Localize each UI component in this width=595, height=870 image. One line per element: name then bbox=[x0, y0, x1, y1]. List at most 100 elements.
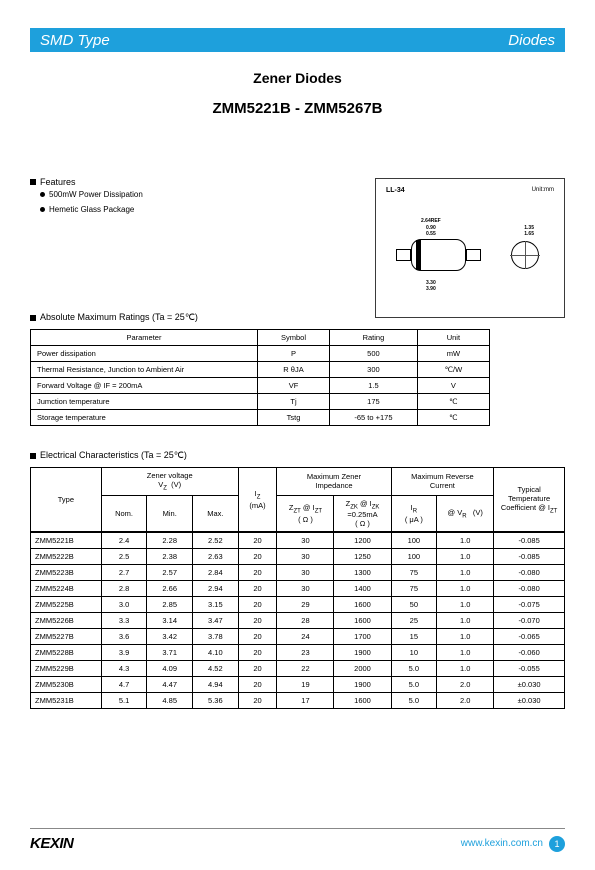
table-cell: 175 bbox=[330, 394, 418, 410]
table-cell: 1600 bbox=[334, 693, 391, 709]
table-row: ZMM5222B2.52.382.63203012501001.0-0.085 bbox=[31, 549, 565, 565]
table-cell: 4.7 bbox=[101, 677, 147, 693]
table-cell: 3.47 bbox=[193, 613, 239, 629]
table-cell: 1600 bbox=[334, 613, 391, 629]
table-cell: -0.080 bbox=[494, 581, 565, 597]
table-cell: 500 bbox=[330, 346, 418, 362]
features-heading-text: Features bbox=[40, 177, 76, 187]
square-bullet-icon bbox=[30, 453, 36, 459]
col-header: @ VR (V) bbox=[437, 495, 494, 532]
dim-text: 3.90 bbox=[426, 286, 436, 292]
table-cell: -0.065 bbox=[494, 629, 565, 645]
brand-logo: KEXIN bbox=[30, 835, 73, 852]
header-left: SMD Type bbox=[40, 32, 110, 49]
table-cell: 1.0 bbox=[437, 533, 494, 549]
table-cell: 75 bbox=[391, 565, 437, 581]
table-cell: -0.070 bbox=[494, 613, 565, 629]
website-url[interactable]: www.kexin.com.cn bbox=[461, 838, 543, 849]
table-cell: V bbox=[417, 378, 489, 394]
table-cell: 3.9 bbox=[101, 645, 147, 661]
dim-text: 1.65 bbox=[524, 231, 534, 237]
table-cell: 2.57 bbox=[147, 565, 193, 581]
table-subheader-row: Nom. Min. Max. ZZT @ IZT( Ω ) ZZK @ IZK=… bbox=[31, 495, 565, 532]
page-number: 1 bbox=[549, 836, 565, 852]
table-row: ZMM5230B4.74.474.94201919005.02.0±0.030 bbox=[31, 677, 565, 693]
table-cell: 24 bbox=[277, 629, 334, 645]
table-cell: 20 bbox=[238, 661, 277, 677]
table-cell: ZMM5228B bbox=[31, 645, 102, 661]
table-cell: 75 bbox=[391, 581, 437, 597]
table-cell: 20 bbox=[238, 565, 277, 581]
table-cell: 20 bbox=[238, 677, 277, 693]
elec-heading: Electrical Characteristics (Ta = 25℃) bbox=[30, 450, 565, 461]
col-header: Parameter bbox=[31, 330, 258, 346]
table-cell: ZMM5223B bbox=[31, 565, 102, 581]
abs-max-heading-text: Absolute Maximum Ratings (Ta = 25℃) bbox=[40, 312, 198, 323]
table-cell: 15 bbox=[391, 629, 437, 645]
dim-text: 2.64REF bbox=[421, 218, 441, 224]
table-cell: 2.0 bbox=[437, 693, 494, 709]
table-cell: 1200 bbox=[334, 533, 391, 549]
table-cell: ±0.030 bbox=[494, 693, 565, 709]
table-cell: 1.0 bbox=[437, 549, 494, 565]
table-cell: 4.09 bbox=[147, 661, 193, 677]
col-header: ZZK @ IZK=0.25mA( Ω ) bbox=[334, 495, 391, 532]
col-header: Zener voltageVZ (V) bbox=[101, 468, 238, 496]
table-cell: 28 bbox=[277, 613, 334, 629]
table-row: ZMM5224B2.82.662.9420301400751.0-0.080 bbox=[31, 581, 565, 597]
table-cell: 50 bbox=[391, 597, 437, 613]
table-row: ZMM5223B2.72.572.8420301300751.0-0.080 bbox=[31, 565, 565, 581]
table-cell: 2.28 bbox=[147, 533, 193, 549]
table-cell: 30 bbox=[277, 533, 334, 549]
table-cell: 3.14 bbox=[147, 613, 193, 629]
header-bar: SMD Type Diodes bbox=[30, 28, 565, 52]
table-cell: 20 bbox=[238, 629, 277, 645]
table-row: Jumction temperatureTj175℃ bbox=[31, 394, 490, 410]
col-header: Maximum ReverseCurrent bbox=[391, 468, 494, 496]
page-footer: KEXIN www.kexin.com.cn 1 bbox=[30, 828, 565, 852]
table-cell: 5.0 bbox=[391, 661, 437, 677]
table-cell: Storage temperature bbox=[31, 410, 258, 426]
col-header: IR( μA ) bbox=[391, 495, 437, 532]
footer-right: www.kexin.com.cn 1 bbox=[461, 836, 565, 852]
table-cell: ZMM5224B bbox=[31, 581, 102, 597]
table-cell: 17 bbox=[277, 693, 334, 709]
table-row: Power dissipationP500mW bbox=[31, 346, 490, 362]
table-cell: Thermal Resistance, Junction to Ambient … bbox=[31, 362, 258, 378]
table-header-row: Parameter Symbol Rating Unit bbox=[31, 330, 490, 346]
table-cell: 100 bbox=[391, 549, 437, 565]
package-lead-right bbox=[466, 249, 481, 261]
table-row: ZMM5231B5.14.855.36201716005.02.0±0.030 bbox=[31, 693, 565, 709]
feature-text: 500mW Power Dissipation bbox=[49, 190, 143, 199]
elec-heading-text: Electrical Characteristics (Ta = 25℃) bbox=[40, 450, 187, 461]
table-cell: 4.47 bbox=[147, 677, 193, 693]
table-cell: 3.0 bbox=[101, 597, 147, 613]
table-cell: Tj bbox=[257, 394, 329, 410]
table-cell: -0.060 bbox=[494, 645, 565, 661]
table-row: ZMM5226B3.33.143.4720281600251.0-0.070 bbox=[31, 613, 565, 629]
bullet-icon bbox=[40, 192, 45, 197]
col-header: Type bbox=[31, 468, 102, 532]
bullet-icon bbox=[40, 207, 45, 212]
table-cell: 5.0 bbox=[391, 693, 437, 709]
table-cell: 2.66 bbox=[147, 581, 193, 597]
table-cell: 4.52 bbox=[193, 661, 239, 677]
table-cell: 5.1 bbox=[101, 693, 147, 709]
table-cell: 3.71 bbox=[147, 645, 193, 661]
col-header: Max. bbox=[193, 495, 239, 532]
table-cell: 5.36 bbox=[193, 693, 239, 709]
table-cell: ℃/W bbox=[417, 362, 489, 378]
part-range: ZMM5221B - ZMM5267B bbox=[0, 100, 595, 117]
table-cell: ZMM5222B bbox=[31, 549, 102, 565]
package-unit: Unit:mm bbox=[532, 187, 554, 193]
package-lead-left bbox=[396, 249, 411, 261]
table-cell: 2.5 bbox=[101, 549, 147, 565]
table-cell: ZMM5231B bbox=[31, 693, 102, 709]
table-cell: 19 bbox=[277, 677, 334, 693]
table-cell: 2.8 bbox=[101, 581, 147, 597]
col-header: Nom. bbox=[101, 495, 147, 532]
table-cell: 1.5 bbox=[330, 378, 418, 394]
table-cell: 30 bbox=[277, 581, 334, 597]
table-cell: Tstg bbox=[257, 410, 329, 426]
table-cell: 1.0 bbox=[437, 613, 494, 629]
